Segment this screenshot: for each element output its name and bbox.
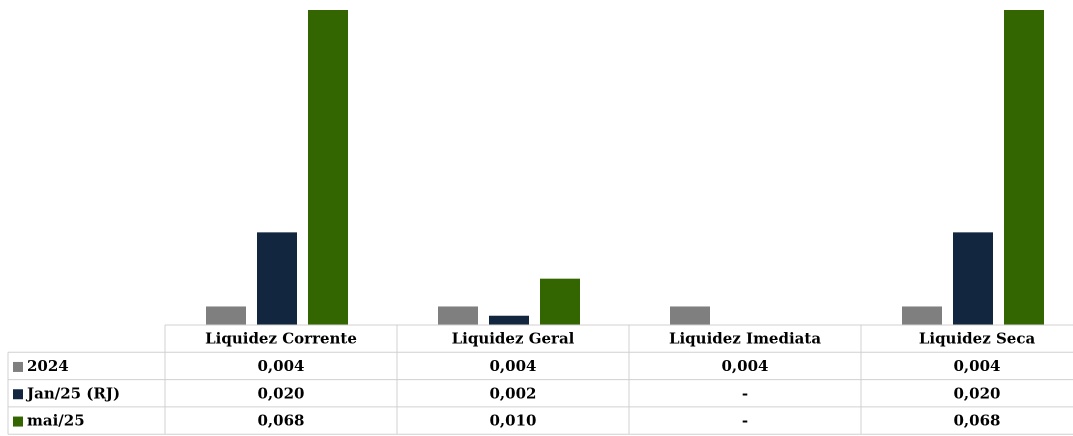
bar — [953, 232, 993, 325]
bar — [540, 278, 580, 325]
data-label: 0,068 — [258, 412, 305, 430]
bar — [670, 306, 710, 325]
bar — [489, 315, 529, 325]
legend-marker — [13, 361, 23, 372]
x-tick-label: Liquidez Seca — [919, 330, 1036, 348]
bar — [438, 306, 478, 325]
data-label: 0,020 — [258, 384, 305, 402]
data-label: 0,004 — [954, 357, 1001, 375]
data-label: 0,004 — [258, 357, 305, 375]
data-label: 0,004 — [490, 357, 537, 375]
bar — [206, 306, 246, 325]
data-label: 0,004 — [722, 357, 769, 375]
bar — [257, 232, 297, 325]
legend-label: mai/25 — [27, 412, 85, 430]
legend-label: 2024 — [27, 357, 69, 375]
data-label: 0,002 — [490, 384, 537, 402]
x-tick-label: Liquidez Corrente — [205, 330, 357, 348]
bar — [902, 306, 942, 325]
legend-marker — [13, 416, 23, 427]
data-label: - — [742, 384, 748, 402]
legend-marker — [13, 389, 23, 400]
data-label: 0,010 — [490, 412, 537, 430]
legend-label: Jan/25 (RJ) — [25, 384, 120, 402]
bar — [1004, 10, 1044, 325]
bar — [308, 10, 348, 325]
data-label: 0,068 — [954, 412, 1001, 430]
x-tick-label: Liquidez Geral — [452, 330, 575, 348]
data-label: 0,020 — [954, 384, 1001, 402]
x-tick-label: Liquidez Imediata — [669, 330, 821, 348]
data-label: - — [742, 412, 748, 430]
